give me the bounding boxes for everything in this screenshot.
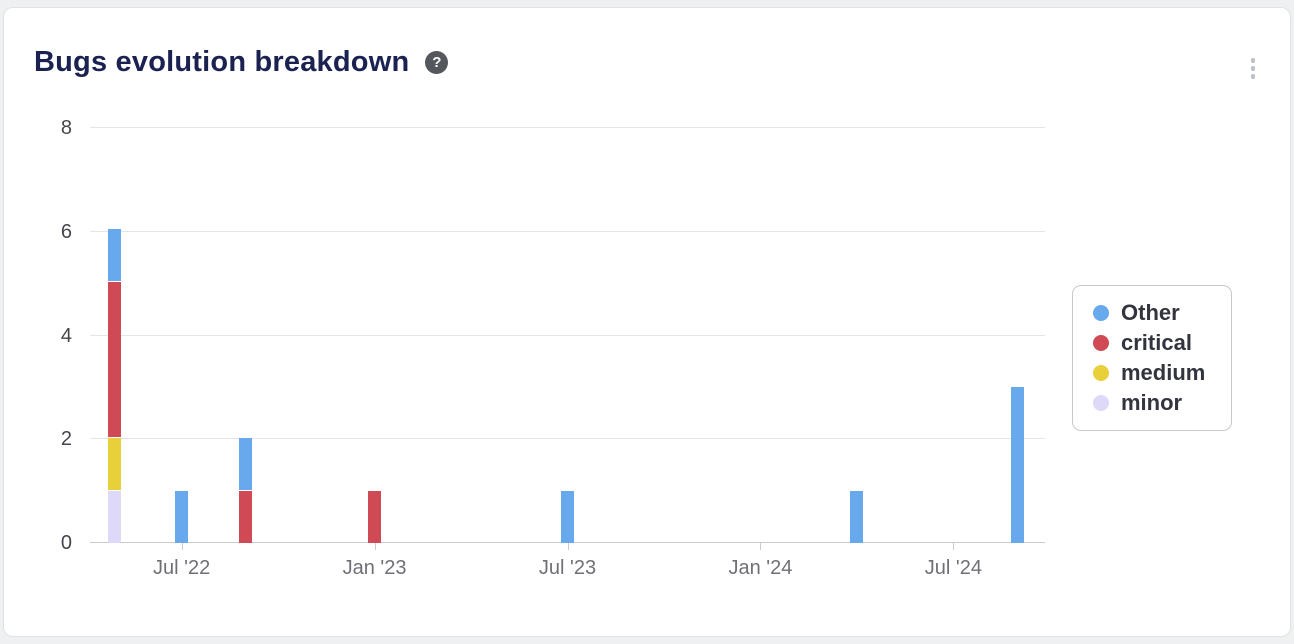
- bugs-evolution-card: Bugs evolution breakdown ? 0 2 4 6 8 Jul '22 J…: [3, 7, 1291, 637]
- x-axis-tick: [953, 543, 955, 550]
- legend-item-critical[interactable]: critical: [1093, 331, 1211, 355]
- chart-legend: Other critical medium minor: [1072, 285, 1232, 431]
- y-axis-label: 6: [60, 220, 72, 243]
- legend-item-medium[interactable]: medium: [1093, 361, 1211, 385]
- kebab-dot: [1250, 58, 1255, 63]
- card-header: Bugs evolution breakdown ?: [34, 46, 449, 79]
- gridline: [90, 438, 1045, 440]
- legend-swatch-icon: [1093, 365, 1109, 381]
- bar-segment-minor[interactable]: [107, 491, 121, 543]
- bar-segment-critical[interactable]: [107, 281, 121, 438]
- help-icon[interactable]: ?: [425, 51, 449, 74]
- bar-jan-23[interactable]: [368, 491, 382, 543]
- kebab-dot: [1250, 74, 1255, 79]
- x-axis-tick: [760, 543, 762, 550]
- x-axis-label: Jan '23: [342, 557, 407, 579]
- bar-segment-medium[interactable]: [107, 438, 121, 491]
- x-axis-label: Jul '22: [153, 557, 211, 579]
- y-axis-label: 2: [60, 428, 72, 451]
- x-axis-tick: [374, 543, 376, 550]
- legend-label: minor: [1121, 390, 1183, 415]
- kebab-menu-icon[interactable]: [1248, 55, 1259, 82]
- bar-segment-other[interactable]: [561, 491, 574, 543]
- bar-apr-24[interactable]: [850, 491, 864, 543]
- bar-segment-other[interactable]: [850, 491, 864, 543]
- x-axis-label: Jan '24: [728, 557, 793, 579]
- bar-segment-critical[interactable]: [368, 491, 382, 543]
- gridline: [90, 334, 1045, 336]
- y-axis-label: 8: [60, 117, 72, 139]
- bar-segment-critical[interactable]: [239, 491, 253, 543]
- gridline: [90, 230, 1045, 232]
- kebab-dot: [1250, 66, 1255, 71]
- bar-segment-other[interactable]: [239, 438, 253, 491]
- legend-label: critical: [1121, 330, 1192, 355]
- gridline: [90, 127, 1045, 128]
- x-axis-label: Jul '23: [538, 557, 597, 579]
- legend-item-other[interactable]: Other: [1093, 301, 1211, 325]
- y-axis-label: 0: [60, 532, 72, 554]
- plot-area: [90, 127, 1045, 543]
- bar-jul-23[interactable]: [561, 491, 574, 543]
- x-axis-tick: [567, 543, 569, 550]
- y-axis-label: 4: [60, 324, 72, 347]
- bar-may-22[interactable]: [107, 228, 121, 543]
- legend-swatch-icon: [1093, 395, 1109, 411]
- legend-swatch-icon: [1093, 305, 1109, 321]
- bar-jul-22[interactable]: [175, 491, 189, 543]
- legend-swatch-icon: [1093, 335, 1109, 351]
- x-axis-label: Jul '24: [924, 557, 982, 579]
- bar-segment-other[interactable]: [1011, 387, 1025, 543]
- bar-sep-22[interactable]: [239, 438, 253, 543]
- legend-item-minor[interactable]: minor: [1093, 391, 1211, 415]
- x-axis-tick: [181, 543, 183, 550]
- page-title: Bugs evolution breakdown: [34, 46, 410, 78]
- bar-segment-other[interactable]: [175, 491, 189, 543]
- bar-segment-other[interactable]: [107, 228, 121, 281]
- bar-sep-24[interactable]: [1011, 387, 1025, 543]
- legend-label: Other: [1121, 300, 1180, 325]
- bugs-evolution-chart: 0 2 4 6 8 Jul '22 Jan '23 Jul '23 Jan '24 Jul '24: [4, 8, 1290, 636]
- legend-label: medium: [1121, 360, 1206, 385]
